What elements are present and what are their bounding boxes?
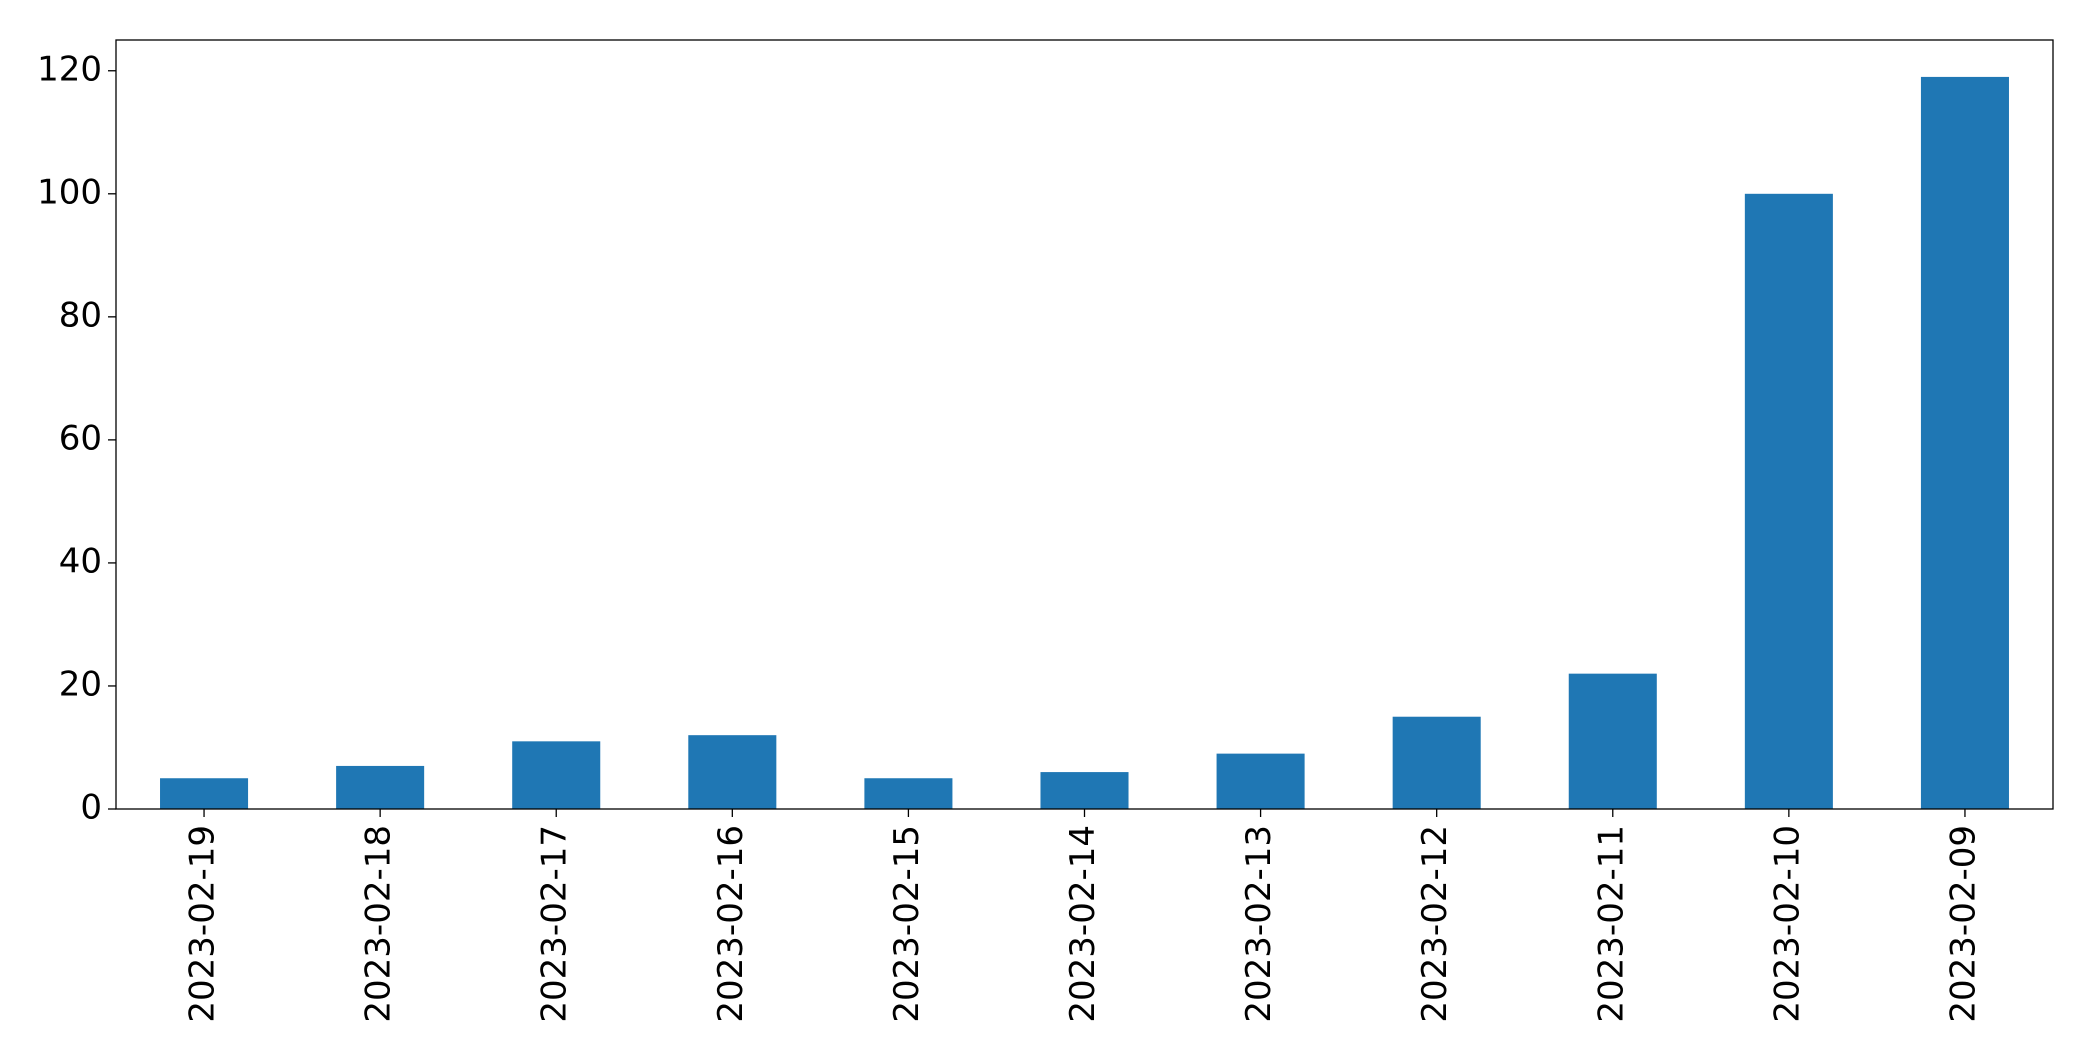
bar [1568,673,1657,809]
y-tick-label: 20 [59,664,102,704]
bar [1920,76,2009,810]
bar [688,735,777,809]
x-tick-label: 2023-02-09 [1943,825,1983,1023]
bar [160,778,249,809]
bar [1392,716,1481,809]
bar [1040,772,1129,809]
bar [864,778,953,809]
plot-frame [115,39,2054,810]
x-tick-label: 2023-02-17 [535,825,575,1023]
x-tick-label: 2023-02-13 [1239,825,1279,1023]
x-tick-label: 2023-02-15 [887,825,927,1023]
bar [1744,193,1833,810]
x-tick-label: 2023-02-10 [1767,825,1807,1023]
y-tick-label: 100 [37,172,102,212]
x-tick-label: 2023-02-11 [1591,825,1631,1023]
y-tick-label: 0 [80,788,102,828]
y-tick-label: 40 [59,541,102,581]
bar [512,741,601,809]
x-tick-label: 2023-02-12 [1415,825,1455,1023]
y-tick-label: 60 [59,418,102,458]
x-tick-label: 2023-02-19 [183,825,223,1023]
bar [336,765,425,809]
x-tick-label: 2023-02-18 [359,825,399,1023]
y-tick-label: 120 [37,49,102,89]
x-tick-label: 2023-02-16 [711,825,751,1023]
bar [1216,753,1305,809]
y-tick-label: 80 [59,295,102,335]
x-tick-label: 2023-02-14 [1063,825,1103,1023]
